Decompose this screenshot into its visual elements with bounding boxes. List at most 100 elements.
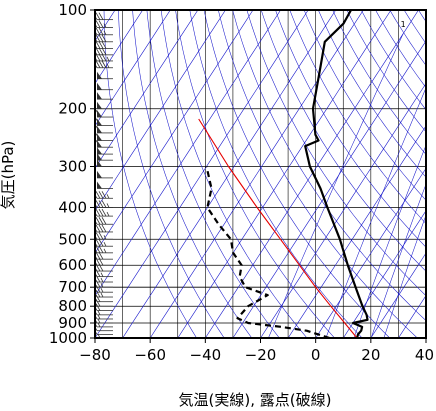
dewpoint-line <box>205 166 330 338</box>
wind-barb-feather <box>98 217 104 225</box>
y-tick-label: 1000 <box>49 329 87 347</box>
wind-barb-feather <box>95 37 98 42</box>
wind-barb-feather <box>95 241 98 247</box>
sounding-series <box>198 10 369 338</box>
wind-barb <box>95 109 113 118</box>
wind-barb-half-feather <box>100 272 104 277</box>
wind-barb-feather <box>95 47 101 56</box>
wind-barb <box>95 20 113 28</box>
wind-barb-flag <box>97 170 102 178</box>
dry-adiabat-lines <box>103 10 426 338</box>
wind-barb-feather <box>95 254 98 260</box>
x-tick-label: −80 <box>79 346 111 364</box>
wind-barb <box>97 101 113 110</box>
wind-barb-feather <box>95 211 98 217</box>
wind-barb-half-feather <box>97 104 101 109</box>
wind-barb-feather <box>95 326 98 331</box>
y-tick-label: 300 <box>58 157 87 175</box>
wind-barb <box>95 251 113 260</box>
wind-barb <box>95 191 113 199</box>
dry-adiabat-line <box>332 10 426 155</box>
wind-barb <box>95 47 113 56</box>
mixing-ratio-line <box>353 144 426 338</box>
wind-barb-feather <box>101 60 107 68</box>
x-tick-label: −40 <box>190 346 222 364</box>
isotherm-line <box>343 210 426 338</box>
wind-barb-half-feather <box>97 310 101 316</box>
wind-barb <box>95 314 113 320</box>
isotherm-line <box>95 10 254 254</box>
isotherm-line <box>95 10 226 212</box>
wind-barb-feather <box>95 63 98 68</box>
wind-barb-feather <box>98 34 104 42</box>
mixing-ratio-line <box>325 87 426 338</box>
wind-barb-feather <box>98 27 104 35</box>
wind-barb <box>95 224 113 233</box>
wind-barb-feather <box>95 232 101 240</box>
y-tick-label: 500 <box>58 230 87 248</box>
wind-barb-flag <box>97 181 102 189</box>
wind-barb-flag <box>97 133 102 141</box>
y-axis-title: 気圧(hPa) <box>0 141 17 210</box>
wind-barb-feather <box>95 118 101 126</box>
dry-adiabat-line <box>218 10 418 338</box>
wind-barb-flag <box>97 153 102 161</box>
wind-barb-feather <box>95 50 98 56</box>
isotherm-line <box>95 10 281 297</box>
mixing-ratio-label: 1 <box>401 20 406 29</box>
wind-barb-feather <box>101 47 107 56</box>
wind-barb <box>95 208 113 217</box>
wind-barb-feather <box>95 234 98 240</box>
y-tick-label: 200 <box>58 100 87 118</box>
wind-barb <box>95 118 113 126</box>
wind-barb-flag <box>97 71 102 79</box>
x-tick-label: −60 <box>134 346 166 364</box>
wind-barb-feather <box>95 60 101 68</box>
isotherm-line <box>315 167 426 338</box>
isotherm-line <box>95 10 199 169</box>
wind-barb <box>95 125 113 134</box>
wind-barb-feather <box>95 297 98 302</box>
wind-barb-feather <box>98 191 104 199</box>
wind-barb <box>95 27 113 36</box>
wind-barb-feather <box>95 15 98 20</box>
wind-barb-feather <box>95 306 98 311</box>
wind-barb-feather <box>101 34 107 42</box>
wind-barb <box>97 181 113 189</box>
dry-adiabat-line <box>203 10 390 338</box>
wind-barb-half-feather <box>103 23 107 28</box>
dry-adiabat-line <box>303 10 426 201</box>
wind-barb <box>95 318 113 324</box>
wind-barb-feather <box>98 224 104 233</box>
y-tick-label: 800 <box>58 297 87 315</box>
wind-barb-feather <box>95 34 101 42</box>
y-tick-label: 700 <box>58 278 87 296</box>
y-tick-label: 100 <box>58 1 87 19</box>
wind-barb-half-feather <box>103 235 107 240</box>
wind-barb <box>97 147 113 155</box>
dry-adiabat-line <box>175 10 335 338</box>
wind-barb <box>97 92 113 100</box>
wind-barb-feather <box>98 208 104 217</box>
wind-barb-flag <box>97 147 102 155</box>
isotherm-line <box>287 125 426 338</box>
wind-barb-feather <box>95 30 98 35</box>
dry-adiabat-line <box>103 10 197 338</box>
wind-barb <box>95 232 113 240</box>
wind-barb <box>97 159 113 167</box>
wind-barb-feather <box>101 208 107 217</box>
wind-barb-feather <box>95 125 101 134</box>
wind-barb-feather <box>101 224 107 233</box>
wind-barb-flag <box>97 110 102 118</box>
wind-barb <box>95 200 113 208</box>
x-tick-label: 0 <box>311 346 321 364</box>
wind-barb-feather <box>95 239 101 247</box>
wind-barb-half-feather <box>106 211 110 217</box>
dry-adiabat-line <box>132 10 253 338</box>
wind-barb-feather <box>95 193 98 199</box>
wind-barb-flag <box>97 159 102 167</box>
wind-barb-feather <box>95 260 98 266</box>
